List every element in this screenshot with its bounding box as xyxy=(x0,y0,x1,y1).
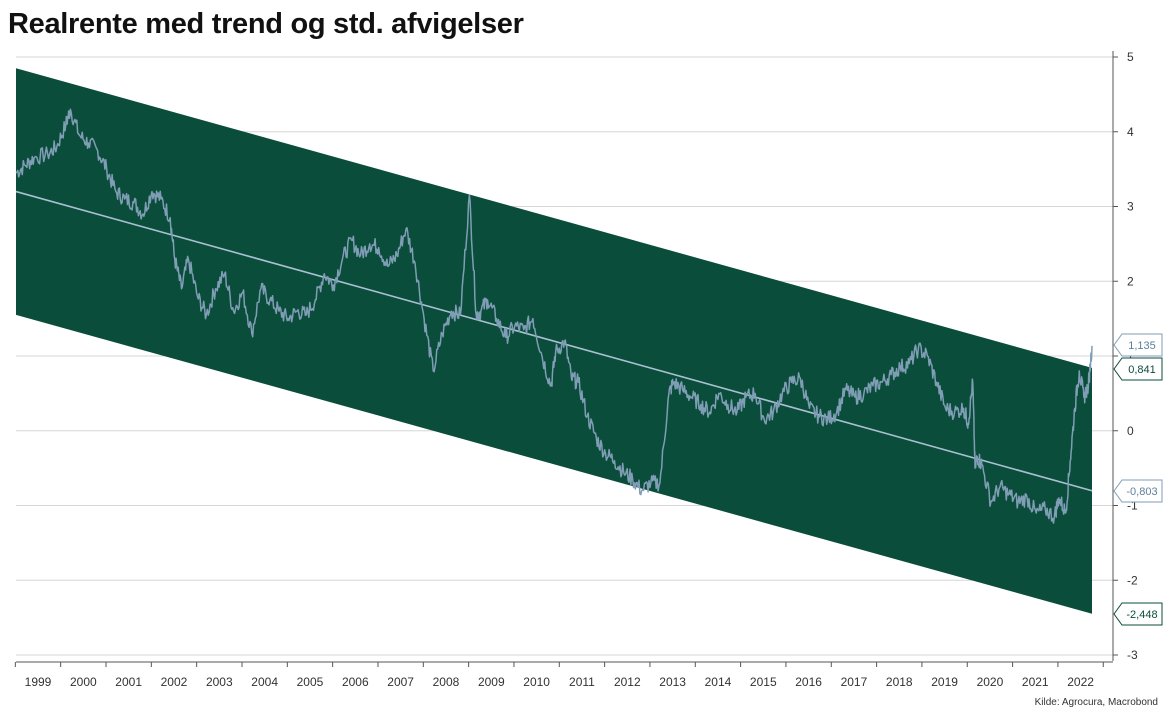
x-tick-label: 2009 xyxy=(478,675,505,689)
y-tick-label: 5 xyxy=(1127,50,1134,64)
y-tick-label: -2 xyxy=(1127,573,1138,587)
y-tick-label: 3 xyxy=(1127,200,1134,214)
x-tick-label: 2017 xyxy=(841,675,868,689)
y-tick-label: -1 xyxy=(1127,499,1138,513)
y-tick-label: 0 xyxy=(1127,424,1134,438)
x-tick-label: 2007 xyxy=(387,675,414,689)
end-value-tag xyxy=(1113,357,1163,381)
x-tick-label: 2014 xyxy=(705,675,732,689)
x-tick-label: 2020 xyxy=(977,675,1004,689)
y-tick-label: -3 xyxy=(1127,648,1138,662)
x-tick-label: 2000 xyxy=(70,675,97,689)
x-tick-label: 2002 xyxy=(161,675,188,689)
end-value-tag xyxy=(1113,479,1163,503)
x-tick-label: 2018 xyxy=(886,675,913,689)
trend-layer xyxy=(15,190,1093,492)
x-tick-label: 2019 xyxy=(931,675,958,689)
x-tick-label: 2010 xyxy=(523,675,550,689)
x-tick-label: 2013 xyxy=(659,675,686,689)
x-tick-label: 2012 xyxy=(614,675,641,689)
x-tick-label: 2021 xyxy=(1022,675,1049,689)
x-tick-label: 2015 xyxy=(750,675,777,689)
x-tick-label: 2001 xyxy=(115,675,142,689)
y-tick-label: 2 xyxy=(1127,274,1134,288)
x-tick-label: 2008 xyxy=(433,675,460,689)
x-tick-label: 2005 xyxy=(297,675,324,689)
x-tick-label: 2006 xyxy=(342,675,369,689)
chart-title: Realrente med trend og std. afvigelser xyxy=(8,8,524,40)
axis-layer: 543210-1-2-31999200020012002200320042005… xyxy=(14,50,1138,689)
end-value-label: -0,803 xyxy=(1126,486,1157,498)
source-note: Kilde: Agrocura, Macrobond xyxy=(1034,697,1158,708)
end-label-layer: 1,135 0,841 -0,803 -2,448 xyxy=(1113,333,1163,626)
trend-line xyxy=(15,190,1093,492)
realrente-series-line xyxy=(15,108,1093,524)
x-tick-label: 2022 xyxy=(1067,675,1094,689)
x-tick-label: 2016 xyxy=(795,675,822,689)
x-tick-label: 2003 xyxy=(206,675,233,689)
x-tick-label: 2004 xyxy=(251,675,278,689)
x-tick-label: 1999 xyxy=(25,675,52,689)
end-value-label: -2,448 xyxy=(1126,609,1157,621)
series-layer xyxy=(15,108,1093,524)
x-tick-label: 2011 xyxy=(569,675,595,689)
end-value-tag xyxy=(1113,602,1163,626)
end-value-label: 0,841 xyxy=(1128,364,1156,376)
end-value-label: 1,135 xyxy=(1128,340,1156,352)
y-tick-label: 4 xyxy=(1127,125,1134,139)
end-value-tag xyxy=(1113,333,1163,357)
